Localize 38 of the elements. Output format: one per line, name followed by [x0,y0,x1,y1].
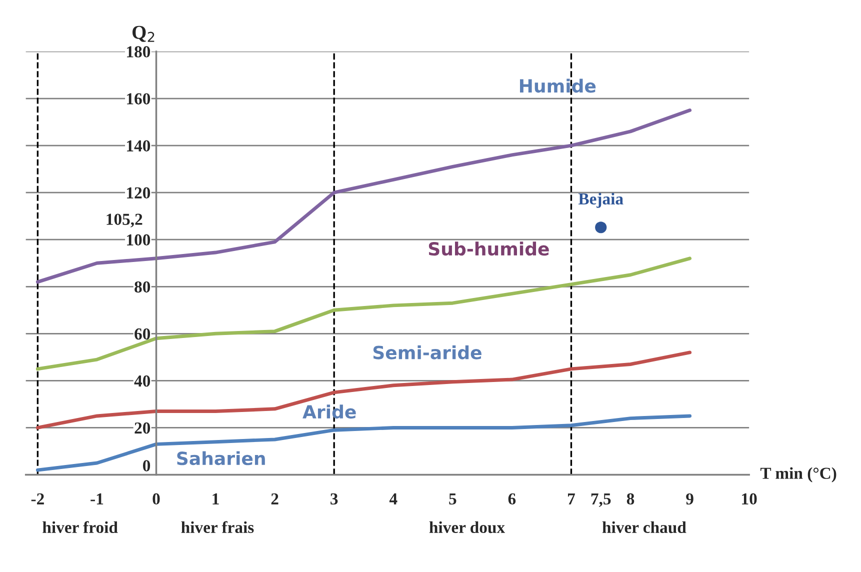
annotation: Sub-humide [428,242,549,256]
y-tick-label: 20 [134,422,150,434]
x-tick-label: 6 [508,493,516,505]
text: hiver chaud [602,521,686,534]
annotation: Semi-aride [373,345,482,360]
x-tick-label: 7 [568,493,575,504]
x-tick-label: 1 [212,493,219,504]
x-tick-label: 10 [742,493,757,505]
y-tick-label: 100 [127,234,150,246]
x-tick-label: 2 [271,493,278,504]
x-tick-label: 0 [152,493,160,505]
y-axis-title: Q$_{2}$ [132,26,154,42]
y-tick-label: 40 [134,375,150,387]
series-label: Bejaia [578,192,624,208]
y-tick-label: 60 [134,328,150,340]
x-tick-label: 8 [626,493,634,505]
y-tick-label: 180 [127,46,150,58]
annotation: Humide [520,78,596,93]
x-axis-title: T min (°C) [760,467,836,482]
text: hiver doux [429,521,505,534]
y-tick-label: 160 [127,93,150,104]
x-tick-label: 4 [389,493,398,504]
text: hiver frais [181,521,254,534]
x-tick-label: -2 [31,493,44,504]
y-tick-label: 120 [127,187,150,199]
x-tick-label: 7,5 [591,493,611,507]
text: hiver froid [42,521,118,534]
annotation: Aride [302,404,356,419]
y-tick-label: 0 [142,460,150,472]
y-tick-label: 140 [127,140,150,152]
y-tick-label: 80 [134,281,150,293]
line-series [36,256,692,371]
annotation: 105,2 [106,214,142,228]
x-tick-label: 5 [449,493,456,505]
annotation: Saharien [177,451,265,466]
x-tick-label: 3 [330,493,338,505]
x-tick-label: -1 [90,493,104,504]
x-tick-label: 9 [686,493,694,505]
